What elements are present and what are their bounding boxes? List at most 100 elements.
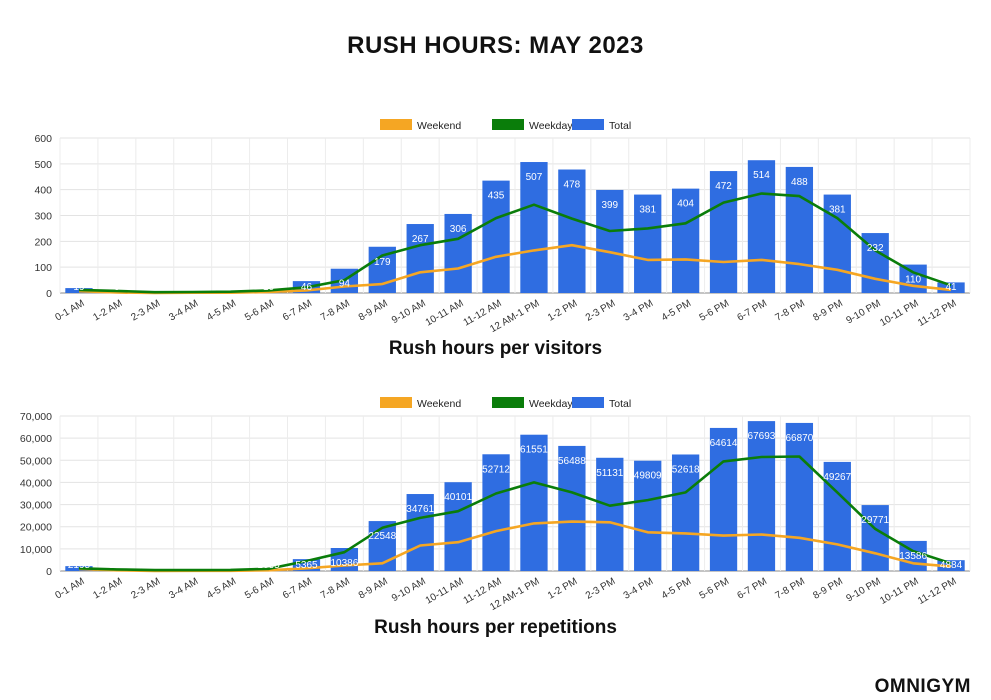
bar-total — [596, 457, 624, 571]
bar-value-label: 507 — [526, 172, 543, 183]
bar-value-label: 49267 — [823, 472, 851, 483]
x-tick-label: 4-5 AM — [205, 298, 238, 323]
bar-value-label: 404 — [677, 199, 694, 210]
bar-total — [785, 166, 814, 293]
bar-value-label: 46 — [301, 282, 313, 293]
bar-value-label: 500 — [222, 560, 239, 571]
legend-label-weekdays: Weekdays — [529, 398, 578, 410]
y-tick-label: 200 — [34, 236, 52, 248]
x-tick-label: 0-1 AM — [54, 298, 87, 323]
bar-value-label: 34761 — [406, 504, 434, 515]
bar-total — [65, 288, 93, 293]
x-tick-label: 6-7 AM — [281, 298, 314, 323]
x-tick-label: 5-6 PM — [698, 576, 731, 602]
x-tick-label: 4-5 AM — [205, 576, 238, 601]
y-tick-label: 400 — [34, 185, 52, 197]
legend-swatch-weekdays — [492, 397, 524, 408]
bar-total — [292, 559, 321, 571]
bar-total — [823, 461, 851, 571]
x-tick-label: 7-8 AM — [319, 576, 352, 601]
x-tick-label: 1-2 AM — [91, 298, 124, 323]
bar-value-label: 9 — [114, 282, 120, 293]
x-tick-label: 2-3 PM — [584, 298, 617, 324]
legend-swatch-total — [572, 119, 604, 130]
x-tick-label: 10-11 PM — [878, 576, 920, 607]
bar-value-label: 472 — [715, 181, 732, 192]
bar-value-label: 888 — [109, 560, 126, 571]
x-tick-label: 2-3 PM — [584, 576, 617, 602]
x-tick-label: 5-6 AM — [243, 298, 276, 323]
bar-value-label: 4 — [190, 282, 196, 293]
x-tick-label: 10-11 AM — [424, 298, 466, 329]
bar-total — [406, 494, 434, 571]
bar-value-label: 94 — [339, 279, 351, 290]
line-weekdays — [78, 455, 952, 572]
bar-total — [634, 194, 662, 293]
x-tick-label: 2-3 AM — [129, 298, 162, 323]
visitors-chart-caption: Rush hours per visitors — [388, 338, 603, 359]
bar-total — [482, 180, 510, 293]
x-tick-label: 7-8 PM — [773, 576, 806, 602]
x-tick-label: 2-3 AM — [129, 576, 162, 601]
x-tick-label: 3-4 AM — [167, 576, 200, 601]
bar-total — [520, 162, 548, 293]
bar-total — [482, 454, 510, 571]
x-tick-label: 11-12 PM — [916, 298, 958, 329]
bar-value-label: 514 — [753, 170, 770, 181]
y-tick-label: 0 — [46, 288, 52, 300]
bar-value-label: 306 — [450, 224, 467, 235]
x-tick-label: 9-10 AM — [390, 576, 428, 604]
x-tick-label: 9-10 PM — [844, 576, 882, 604]
y-tick-label: 500 — [34, 159, 52, 171]
repetitions-chart: Weekend Weekdays Total 0 10,000 20,000 30,000 4… — [20, 397, 971, 613]
bar-value-label: 67693 — [748, 431, 776, 442]
legend-label-weekdays: Weekdays — [529, 120, 578, 132]
y-tick-label: 40,000 — [20, 477, 52, 489]
bar-total — [444, 482, 472, 571]
bar-total — [65, 566, 93, 571]
x-tick-label: 6-7 PM — [736, 298, 769, 324]
y-tick-label: 10,000 — [20, 544, 52, 556]
bar-value-label: 56488 — [558, 456, 586, 467]
bar-total — [634, 460, 662, 571]
bar-total — [671, 188, 700, 293]
bar-total — [558, 169, 586, 293]
bar-value-label: 41 — [945, 282, 957, 293]
bar-total — [785, 422, 814, 571]
chart-grid: 0 100 200 300 400 500 600 — [34, 133, 971, 300]
y-tick-label: 300 — [34, 211, 52, 223]
bar-total — [406, 224, 434, 293]
y-tick-label: 100 — [34, 262, 52, 274]
bar-total — [747, 160, 776, 293]
bar-total — [861, 505, 889, 571]
line-weekdays — [78, 192, 952, 294]
bar-value-label: 3 — [152, 282, 158, 293]
x-tick-label: 8-9 PM — [811, 576, 844, 602]
chart-grid: 0 10,000 20,000 30,000 40,000 50,000 60,000 70,… — [20, 411, 971, 578]
bar-value-label: 5 — [228, 282, 234, 293]
bar-value-label: 478 — [564, 180, 581, 191]
bar-value-label: 22548 — [368, 531, 396, 542]
bar-value-label: 399 — [601, 200, 618, 211]
x-tick-label: 1-2 PM — [546, 576, 579, 602]
bar-value-label: 1035 — [257, 560, 280, 571]
x-tick-label: 8-9 AM — [357, 298, 390, 323]
bar-value-label: 267 — [412, 234, 429, 245]
x-tick-label: 10-11 AM — [424, 576, 466, 607]
bar-total — [899, 264, 927, 293]
legend-label-total: Total — [609, 398, 631, 410]
bar-value-label: 13586 — [899, 551, 927, 562]
legend-label-total: Total — [609, 120, 631, 132]
bar-value-label: 381 — [639, 205, 656, 216]
chart-legend: Weekend Weekdays Total — [380, 119, 631, 132]
brand-logo: OMNIGYM — [874, 676, 971, 697]
x-tick-label: 3-4 PM — [622, 298, 655, 324]
legend-swatch-total — [572, 397, 604, 408]
bar-value-label: 10386 — [330, 558, 358, 569]
legend-label-weekend: Weekend — [417, 120, 461, 132]
x-tick-label: 9-10 AM — [390, 298, 428, 326]
x-tick-label: 7-8 AM — [319, 298, 352, 323]
bar-value-label: 49809 — [634, 471, 662, 482]
x-tick-label: 5-6 PM — [698, 298, 731, 324]
x-tick-label: 8-9 AM — [357, 576, 390, 601]
